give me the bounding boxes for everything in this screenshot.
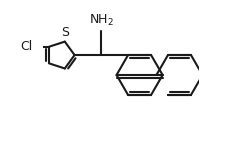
Text: S: S <box>61 26 69 39</box>
Text: NH$_2$: NH$_2$ <box>89 13 114 28</box>
Text: Cl: Cl <box>20 40 33 53</box>
